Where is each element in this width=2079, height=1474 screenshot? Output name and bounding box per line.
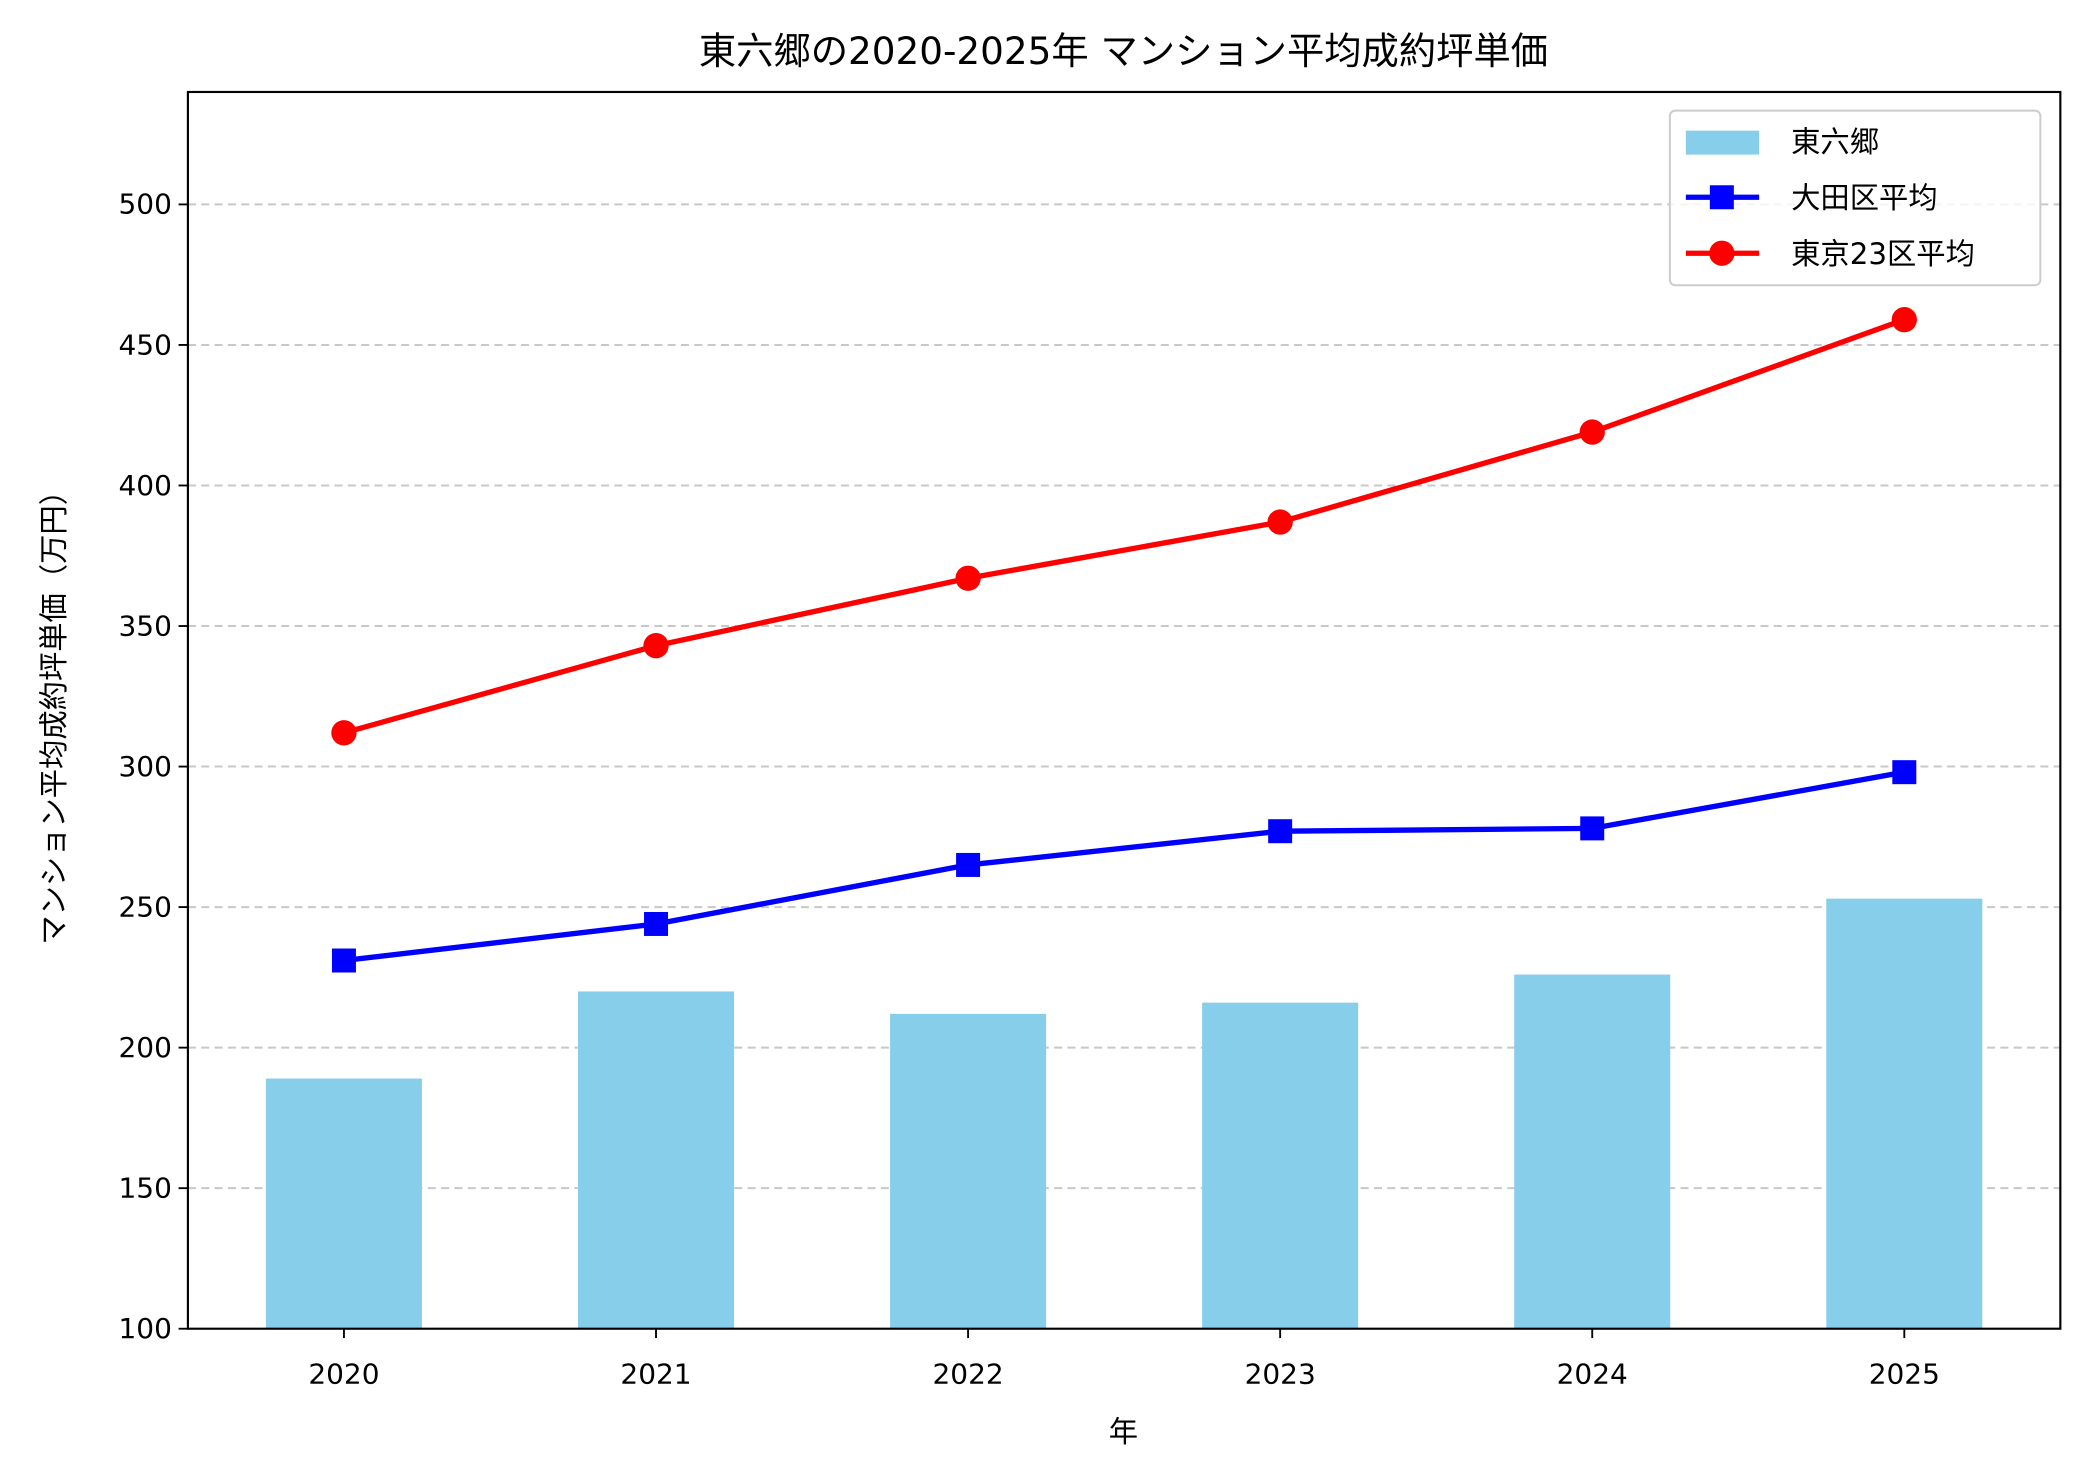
lines bbox=[331, 306, 1917, 973]
y-tick-label: 500 bbox=[119, 188, 172, 221]
legend-marker bbox=[1709, 185, 1734, 210]
legend-label: 大田区平均 bbox=[1791, 181, 1937, 215]
bar-2021 bbox=[577, 991, 735, 1329]
y-tick-label: 450 bbox=[119, 328, 172, 361]
bar-2020 bbox=[265, 1078, 422, 1329]
y-axis: 100 150 200 250 300 350 400 450 500 bbox=[119, 188, 188, 1345]
x-tick-label: 2024 bbox=[1557, 1357, 1628, 1390]
marker-square bbox=[331, 948, 356, 973]
bar-2022 bbox=[890, 1013, 1047, 1329]
legend-label: 東六郷 bbox=[1791, 125, 1879, 159]
legend-marker bbox=[1709, 240, 1735, 266]
y-tick-label: 350 bbox=[119, 609, 172, 642]
marker-square bbox=[1892, 760, 1917, 785]
marker-circle bbox=[955, 565, 981, 591]
legend-label: 東京23区平均 bbox=[1791, 237, 1975, 271]
marker-square bbox=[1580, 816, 1605, 841]
x-tick-label: 2020 bbox=[308, 1357, 379, 1390]
y-tick-label: 250 bbox=[119, 890, 172, 923]
x-axis: 2020 2021 2022 2023 2024 2025 bbox=[308, 1328, 1940, 1390]
bars bbox=[265, 898, 1983, 1329]
marker-circle bbox=[643, 633, 669, 659]
x-tick-label: 2021 bbox=[620, 1357, 691, 1390]
y-tick-label: 400 bbox=[119, 469, 172, 502]
marker-square bbox=[1268, 819, 1293, 844]
plot-frame bbox=[186, 90, 2062, 1330]
series-line-1 bbox=[343, 769, 1905, 964]
y-tick-label: 200 bbox=[119, 1031, 172, 1064]
y-tick-label: 100 bbox=[119, 1312, 172, 1345]
series-line-2 bbox=[343, 317, 1906, 736]
chart-title: 東六郷の2020-2025年 マンション平均成約坪単価 bbox=[699, 29, 1548, 73]
x-tick-label: 2022 bbox=[932, 1357, 1003, 1390]
y-axis-label: マンション平均成約坪単価（万円） bbox=[37, 476, 71, 945]
x-tick-label: 2023 bbox=[1245, 1357, 1316, 1390]
bar-2024 bbox=[1514, 974, 1671, 1329]
marker-circle bbox=[1267, 509, 1293, 535]
grid bbox=[187, 203, 2061, 1190]
bar-2023 bbox=[1202, 1002, 1359, 1329]
marker-circle bbox=[331, 720, 357, 746]
bar-2025 bbox=[1826, 898, 1983, 1329]
y-tick-label: 300 bbox=[119, 750, 172, 783]
legend-swatch bbox=[1685, 130, 1760, 155]
marker-circle bbox=[1891, 306, 1917, 333]
marker-square bbox=[956, 852, 981, 877]
marker-circle bbox=[1579, 419, 1605, 445]
y-tick-label: 150 bbox=[119, 1172, 172, 1205]
x-tick-label: 2025 bbox=[1869, 1357, 1940, 1390]
marker-square bbox=[644, 911, 669, 936]
x-axis-label: 年 bbox=[1109, 1415, 1138, 1449]
